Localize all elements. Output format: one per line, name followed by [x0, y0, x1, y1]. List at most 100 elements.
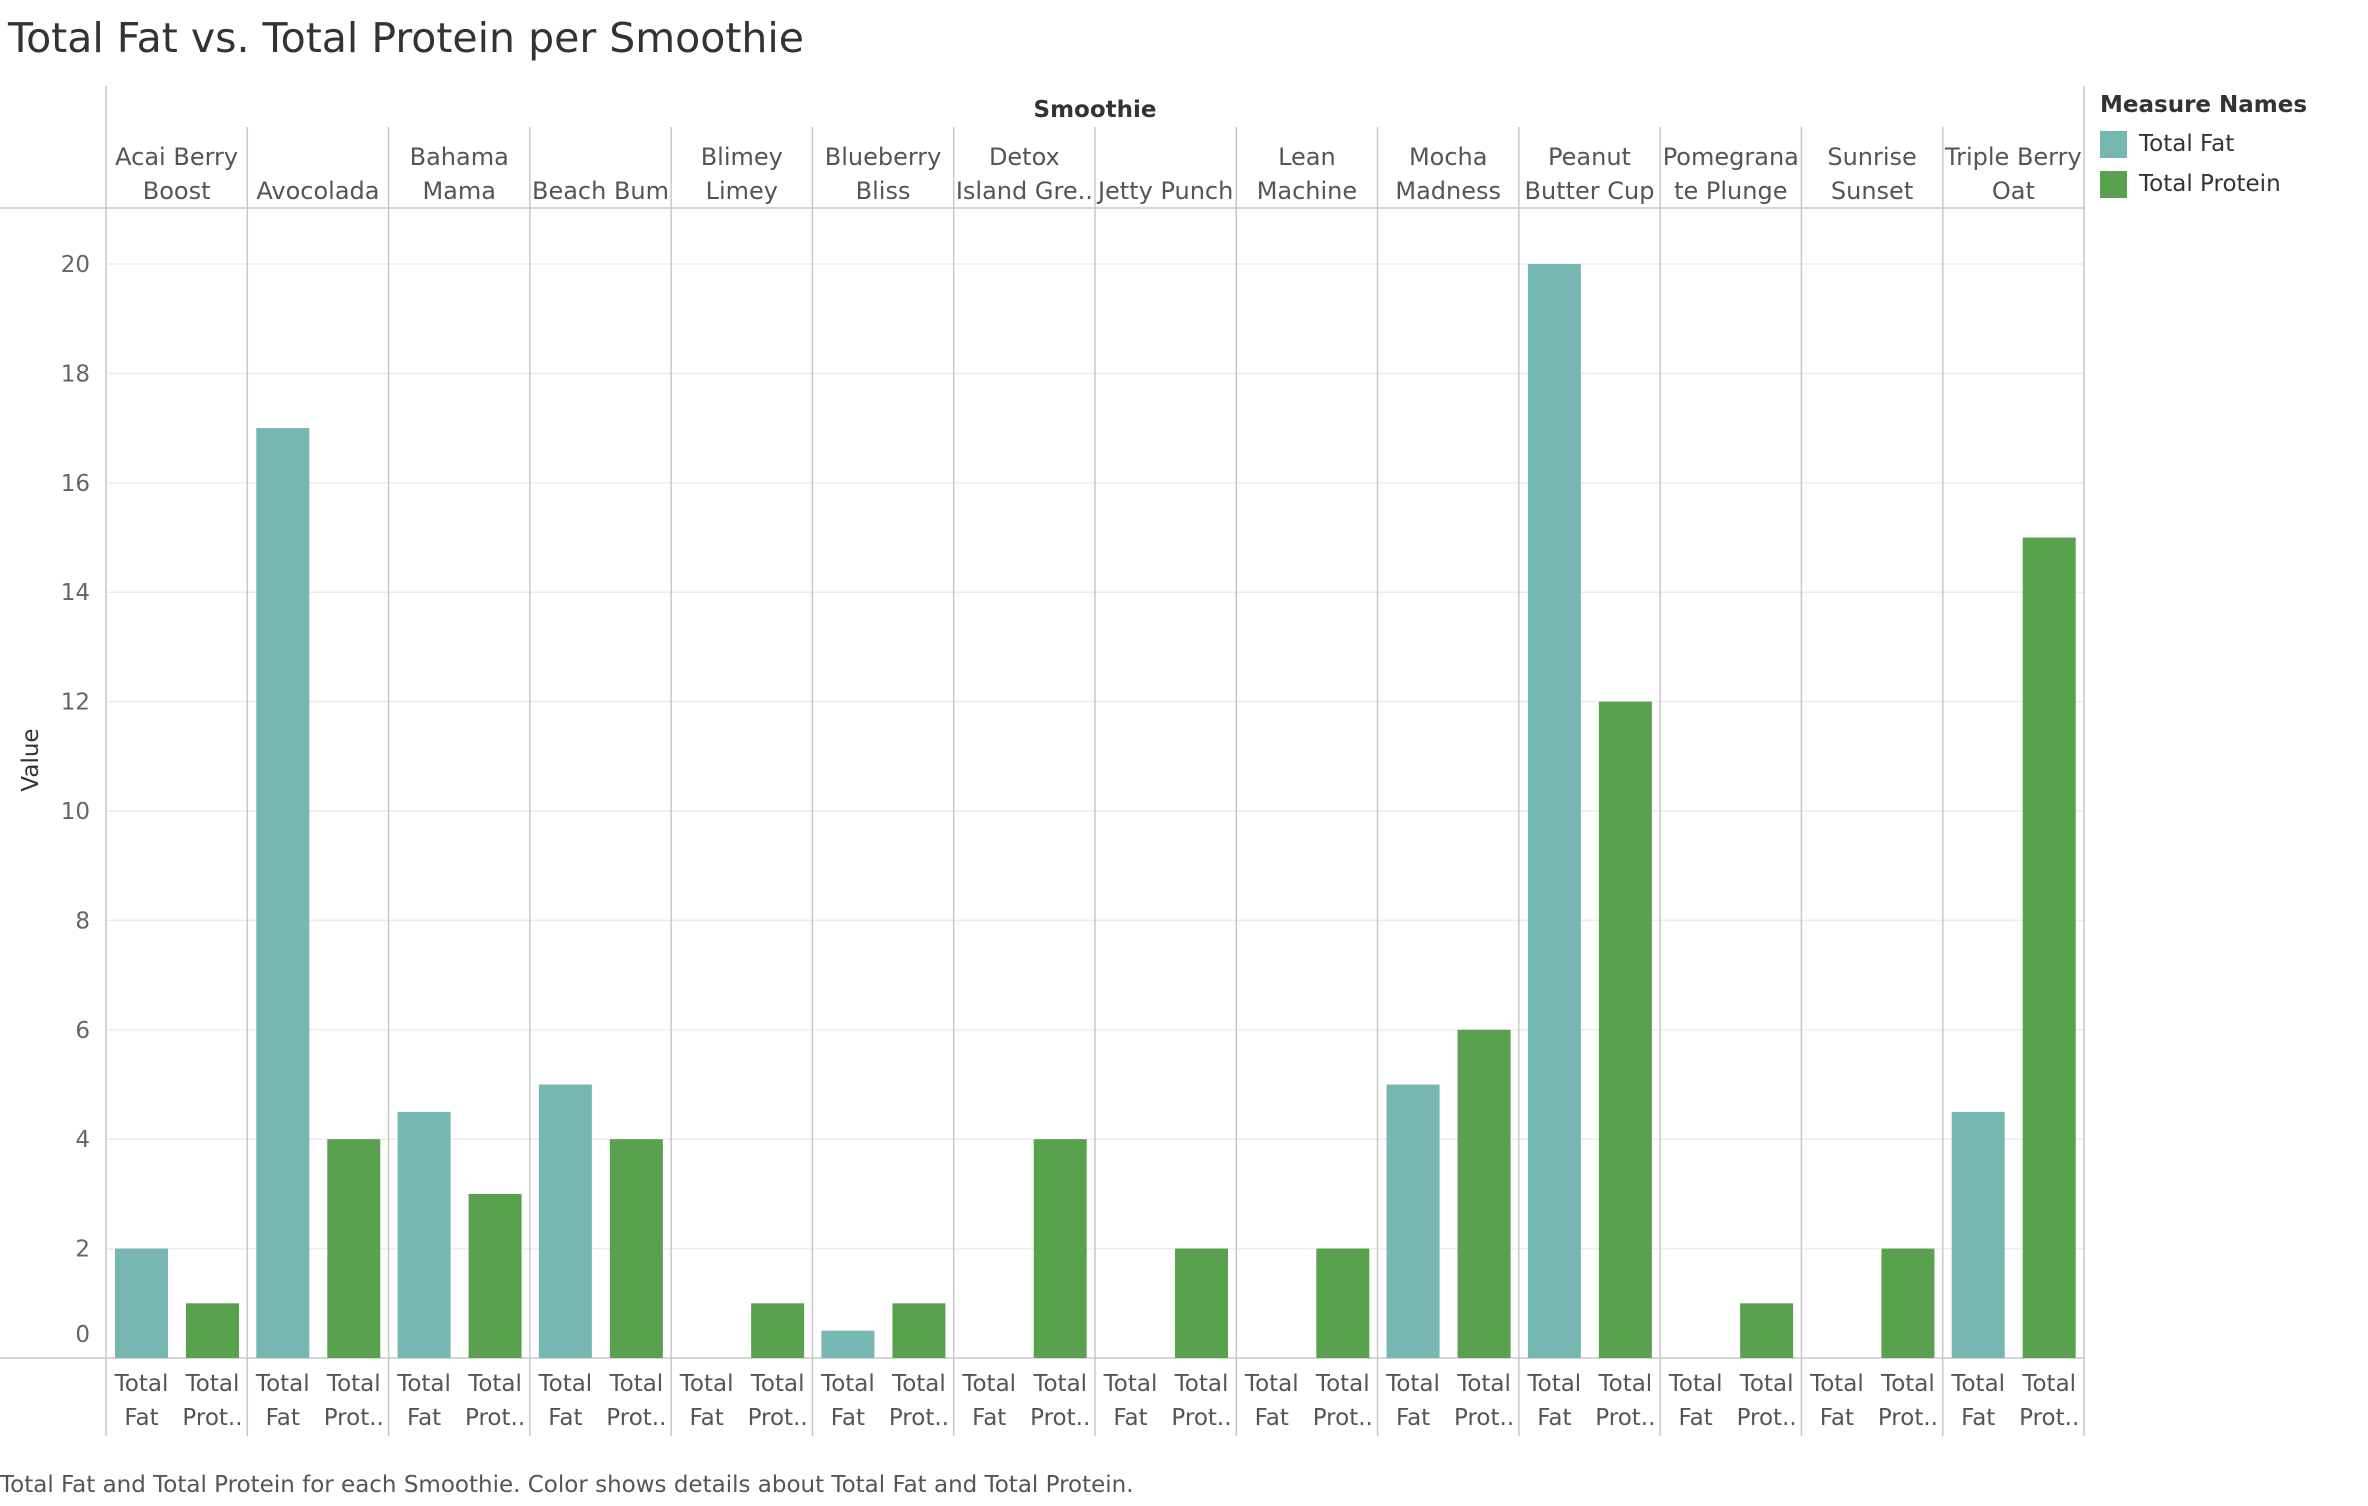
x-tick-label-line1: Total	[1526, 1371, 1581, 1397]
column-header-title: Smoothie	[1034, 97, 1157, 123]
bar-total-protein	[1033, 1139, 1087, 1358]
x-tick-label-line1: Total	[608, 1371, 663, 1397]
legend-label-total-fat: Total Fat	[2139, 131, 2235, 157]
category-label-line1: Detox	[989, 143, 1060, 171]
bar-total-fat	[1527, 264, 1581, 1358]
x-tick-label-line1: Total	[1950, 1371, 2005, 1397]
x-tick-label-line1: Total	[114, 1371, 169, 1397]
category-label-line2: Sunset	[1831, 177, 1913, 205]
x-tick-label-line1: Total	[185, 1371, 240, 1397]
legend-swatch-total-fat	[2100, 130, 2127, 158]
x-tick-label-line1: Total	[1032, 1371, 1087, 1397]
x-tick-label-line2: Prot..	[1313, 1405, 1373, 1431]
category-label-line2: Limey	[706, 177, 778, 205]
y-tick-label: 20	[61, 252, 90, 278]
legend-item-total-protein[interactable]: Total Protein	[2100, 164, 2307, 204]
category-label-line2: Butter Cup	[1525, 177, 1655, 205]
x-tick-label-line2: Fat	[831, 1405, 865, 1431]
category-label-line1: Bahama	[410, 143, 509, 171]
x-tick-label-line1: Total	[1739, 1371, 1794, 1397]
x-tick-label-line2: Fat	[266, 1405, 300, 1431]
bar-total-fat	[1386, 1084, 1440, 1358]
x-tick-label-line2: Fat	[1113, 1405, 1147, 1431]
y-tick-label: 16	[61, 471, 90, 497]
category-label-line2: Boost	[143, 177, 211, 205]
x-tick-label-line1: Total	[961, 1371, 1016, 1397]
x-tick-label-line2: Fat	[972, 1405, 1006, 1431]
x-tick-label-line2: Fat	[407, 1405, 441, 1431]
x-tick-label-line2: Fat	[1537, 1405, 1571, 1431]
x-tick-label-line2: Prot..	[1454, 1405, 1514, 1431]
x-tick-label-line2: Fat	[1961, 1405, 1995, 1431]
x-tick-label-line2: Prot..	[182, 1405, 242, 1431]
x-tick-label-line2: Prot..	[1878, 1405, 1938, 1431]
bar-total-protein	[186, 1303, 239, 1358]
x-tick-label-line2: Fat	[690, 1405, 724, 1431]
y-tick-label: 10	[61, 799, 90, 825]
category-label-line1: Blimey	[701, 143, 783, 171]
x-tick-label-line2: Fat	[1820, 1405, 1854, 1431]
bar-total-fat	[821, 1330, 875, 1358]
x-tick-label-line1: Total	[2021, 1371, 2076, 1397]
legend: Measure Names Total Fat Total Protein	[2100, 92, 2307, 204]
y-tick-label: 14	[61, 580, 90, 606]
x-tick-label-line1: Total	[1809, 1371, 1864, 1397]
category-label-line2: Avocolada	[256, 177, 379, 205]
category-label-line2: Island Gre..	[956, 177, 1093, 205]
y-tick-label: 2	[75, 1237, 90, 1263]
bar-total-protein	[327, 1139, 381, 1358]
x-tick-label-line2: Fat	[1679, 1405, 1713, 1431]
bar-total-protein	[609, 1139, 663, 1358]
category-label-line1: Blueberry	[825, 143, 942, 171]
category-label-line2: Machine	[1257, 177, 1357, 205]
legend-label-total-protein: Total Protein	[2139, 171, 2281, 197]
category-label-line1: Sunrise	[1827, 143, 1916, 171]
category-label-line1: Acai Berry	[115, 143, 238, 171]
category-label-line1: Peanut	[1548, 143, 1631, 171]
bar-total-fat	[115, 1248, 168, 1358]
x-tick-label-line2: Prot..	[1171, 1405, 1231, 1431]
legend-swatch-total-protein	[2100, 170, 2127, 198]
y-tick-label: 6	[75, 1018, 90, 1044]
bar-total-protein	[751, 1303, 805, 1358]
x-tick-label-line1: Total	[537, 1371, 592, 1397]
x-tick-label-line1: Total	[1456, 1371, 1511, 1397]
y-axis-label: Value	[18, 728, 44, 791]
bar-total-protein	[892, 1303, 946, 1358]
category-label-line2: Bliss	[856, 177, 911, 205]
legend-item-total-fat[interactable]: Total Fat	[2100, 124, 2307, 164]
category-label-line2: Jetty Punch	[1096, 177, 1233, 205]
x-tick-label-line1: Total	[467, 1371, 522, 1397]
x-tick-label-line2: Prot..	[2019, 1405, 2079, 1431]
bar-total-protein	[1175, 1248, 1228, 1358]
x-tick-label-line2: Fat	[1255, 1405, 1289, 1431]
bar-total-protein	[2022, 537, 2076, 1358]
x-tick-label-line2: Prot..	[1595, 1405, 1655, 1431]
bar-total-protein	[1881, 1248, 1935, 1358]
x-tick-label-line1: Total	[1385, 1371, 1440, 1397]
y-tick-label: 8	[75, 908, 90, 934]
category-label-line2: Oat	[1992, 177, 2035, 205]
x-tick-label-line2: Prot..	[1737, 1405, 1797, 1431]
x-tick-label-line2: Fat	[548, 1405, 582, 1431]
x-tick-label-line2: Prot..	[748, 1405, 808, 1431]
y-tick-label: 18	[61, 361, 90, 387]
x-tick-label-line1: Total	[1174, 1371, 1229, 1397]
category-label-line1: Triple Berry	[1944, 143, 2082, 171]
bar-total-fat	[256, 428, 310, 1359]
x-tick-label-line1: Total	[326, 1371, 381, 1397]
category-label-line1: Mocha	[1409, 143, 1488, 171]
x-tick-label-line2: Prot..	[889, 1405, 949, 1431]
x-tick-label-line1: Total	[1597, 1371, 1652, 1397]
bar-total-fat	[1951, 1111, 2005, 1358]
x-tick-label-line1: Total	[1880, 1371, 1935, 1397]
x-tick-label-line1: Total	[396, 1371, 451, 1397]
category-label-line2: Beach Bum	[532, 177, 669, 205]
x-tick-label-line1: Total	[891, 1371, 946, 1397]
x-tick-label-line2: Prot..	[465, 1405, 525, 1431]
bar-total-fat	[538, 1084, 592, 1358]
bar-total-protein	[1740, 1303, 1794, 1358]
category-label-line2: Madness	[1395, 177, 1501, 205]
y-tick-label: 4	[75, 1127, 90, 1153]
x-tick-label-line1: Total	[1244, 1371, 1299, 1397]
